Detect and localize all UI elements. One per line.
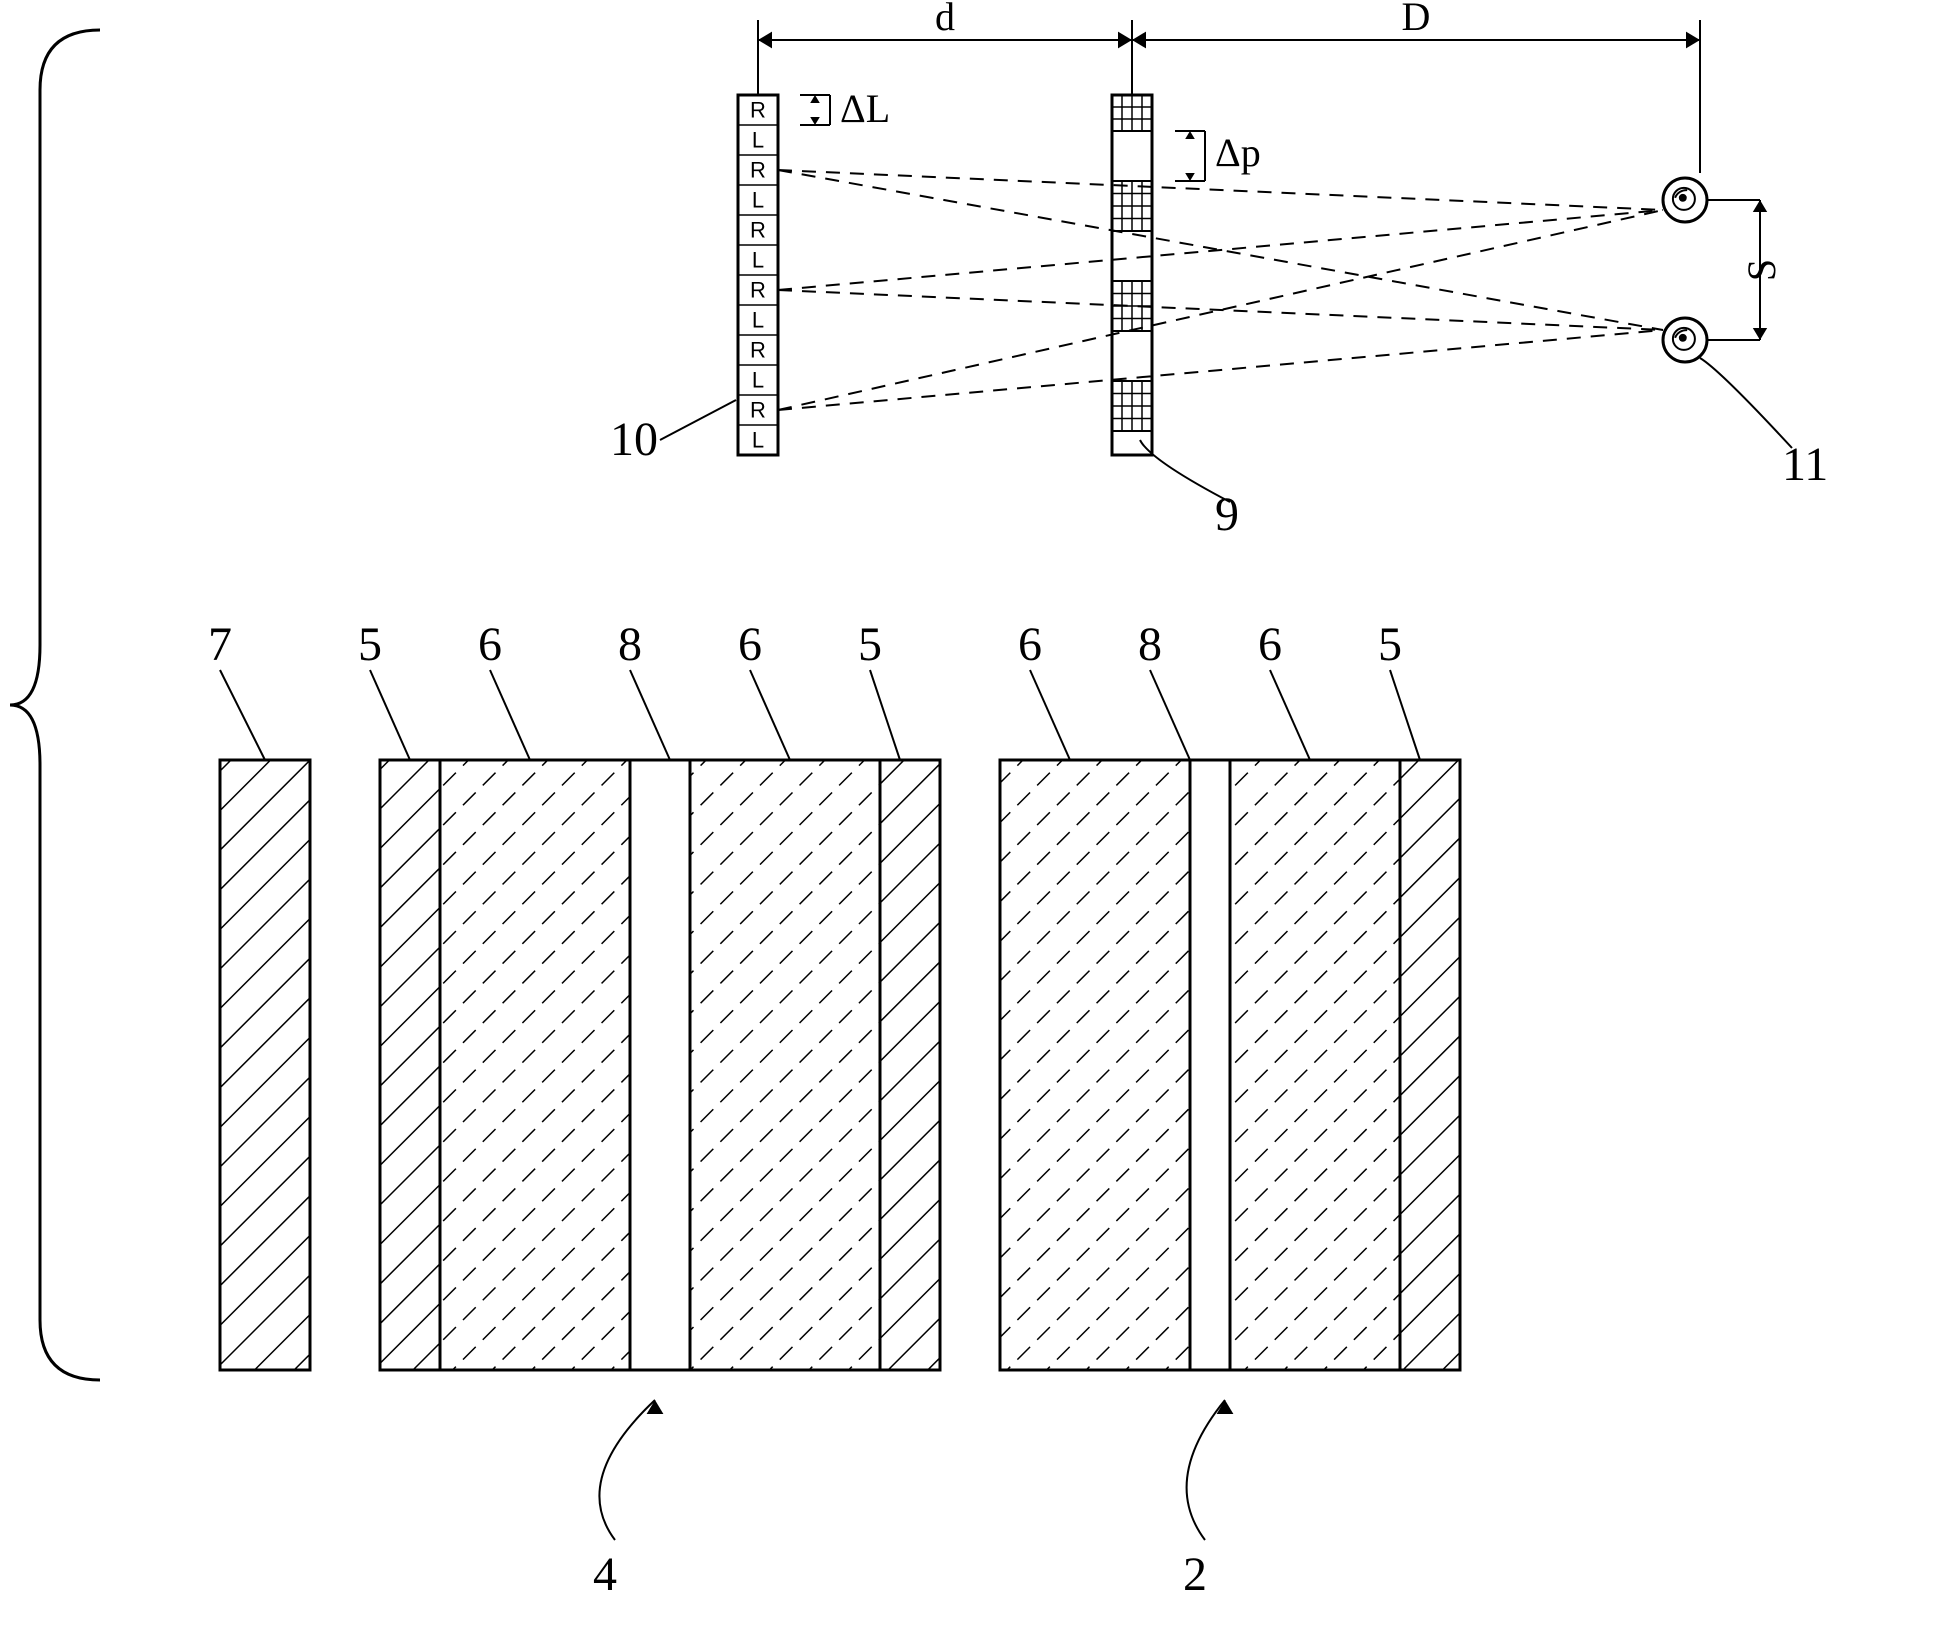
svg-text:L: L <box>752 248 764 273</box>
svg-text:L: L <box>752 188 764 213</box>
svg-text:R: R <box>750 338 766 363</box>
svg-text:S: S <box>1739 259 1784 281</box>
svg-text:Δp: Δp <box>1215 130 1261 175</box>
svg-text:R: R <box>750 398 766 423</box>
svg-text:D: D <box>1402 0 1431 39</box>
svg-text:R: R <box>750 218 766 243</box>
svg-text:5: 5 <box>1378 618 1402 671</box>
svg-text:5: 5 <box>858 618 882 671</box>
svg-text:7: 7 <box>208 618 232 671</box>
svg-text:R: R <box>750 158 766 183</box>
svg-text:6: 6 <box>738 618 762 671</box>
svg-text:6: 6 <box>478 618 502 671</box>
svg-text:L: L <box>752 128 764 153</box>
svg-text:L: L <box>752 308 764 333</box>
svg-text:L: L <box>752 368 764 393</box>
svg-text:ΔL: ΔL <box>840 86 890 131</box>
svg-text:6: 6 <box>1258 618 1282 671</box>
svg-text:L: L <box>752 428 764 453</box>
svg-text:8: 8 <box>618 618 642 671</box>
svg-text:d: d <box>935 0 955 39</box>
svg-text:2: 2 <box>1183 1548 1207 1601</box>
svg-text:R: R <box>750 98 766 123</box>
svg-text:10: 10 <box>610 413 658 466</box>
svg-text:8: 8 <box>1138 618 1162 671</box>
svg-text:R: R <box>750 278 766 303</box>
svg-text:4: 4 <box>593 1548 617 1601</box>
svg-text:5: 5 <box>358 618 382 671</box>
svg-text:6: 6 <box>1018 618 1042 671</box>
